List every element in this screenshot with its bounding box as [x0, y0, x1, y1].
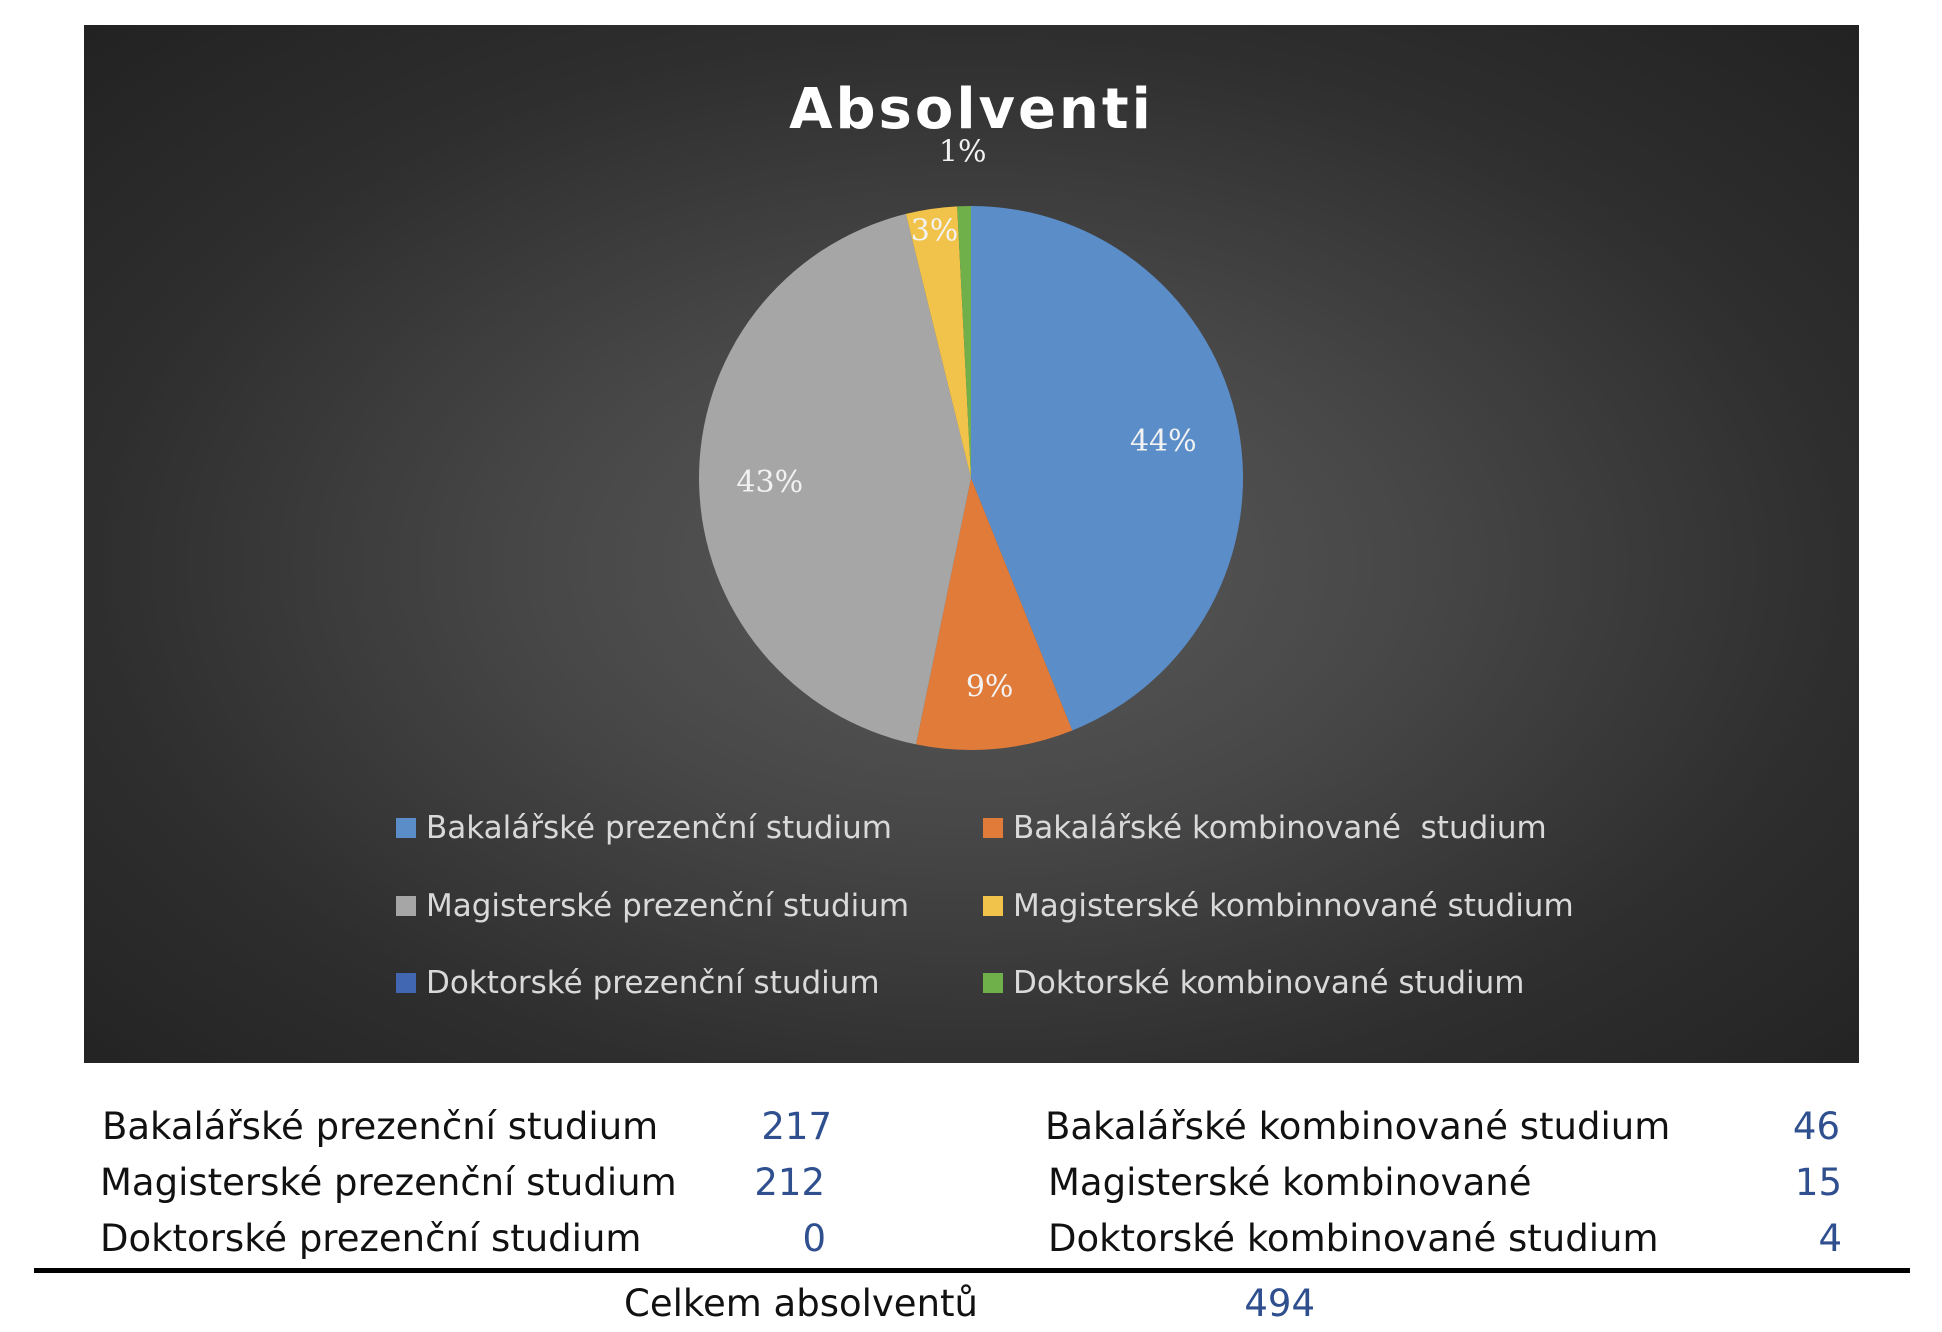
- legend-item-1: Bakalářské prezenční studium: [396, 810, 892, 846]
- slice-label-4: 3%: [911, 213, 959, 248]
- legend-swatch-3: [396, 896, 416, 916]
- slice-label-2: 9%: [966, 670, 1014, 705]
- row-3-right-value: 4: [1818, 1217, 1842, 1260]
- legend-label-5: Doktorské prezenční studium: [426, 965, 880, 1001]
- chart-panel: Absolventi 44% 9% 43% 3% 1% Bakalářské preze…: [84, 25, 1859, 1063]
- total-value: 494: [1244, 1282, 1315, 1325]
- legend-item-5: Doktorské prezenční studium: [396, 965, 880, 1001]
- row-1-right-value: 46: [1792, 1105, 1840, 1148]
- row-3-right-label: Doktorské kombinované studium: [1048, 1217, 1659, 1260]
- row-3-left-value: 0: [802, 1217, 826, 1260]
- slice-label-1: 44%: [1130, 424, 1197, 459]
- legend-swatch-2: [983, 818, 1003, 838]
- legend-swatch-5: [396, 973, 416, 993]
- row-1-left-value: 217: [761, 1105, 832, 1148]
- legend-label-3: Magisterské prezenční studium: [426, 888, 910, 924]
- row-3-left-label: Doktorské prezenční studium: [100, 1217, 642, 1260]
- legend-label-2: Bakalářské kombinované studium: [1013, 810, 1547, 846]
- pie-slice-1: [971, 206, 1243, 731]
- legend-swatch-1: [396, 818, 416, 838]
- total-label: Celkem absolventů: [624, 1282, 978, 1325]
- legend-label-4: Magisterské kombinnované studium: [1013, 888, 1574, 924]
- row-2-right-value: 15: [1794, 1161, 1842, 1204]
- chart-legend: Bakalářské prezenční studium Bakalářské k…: [84, 25, 1859, 1063]
- row-2-left-label: Magisterské prezenční studium: [100, 1161, 677, 1204]
- legend-swatch-6: [983, 973, 1003, 993]
- total-divider: [34, 1268, 1910, 1273]
- legend-item-3: Magisterské prezenční studium: [396, 888, 909, 924]
- pie-slice-4: [905, 206, 971, 479]
- row-1-right-label: Bakalářské kombinované studium: [1045, 1105, 1671, 1148]
- pie-slice-2: [916, 478, 1073, 750]
- chart-title: Absolventi: [789, 77, 1154, 142]
- row-1-left-label: Bakalářské prezenční studium: [102, 1105, 659, 1148]
- legend-label-1: Bakalářské prezenční studium: [426, 810, 892, 846]
- row-2-left-value: 212: [754, 1161, 825, 1204]
- legend-swatch-4: [983, 896, 1003, 916]
- legend-label-6: Doktorské kombinované studium: [1013, 965, 1525, 1001]
- slice-label-3: 43%: [736, 465, 803, 500]
- pie-slice-6: [957, 206, 971, 478]
- legend-item-6: Doktorské kombinované studium: [983, 965, 1525, 1001]
- legend-item-4: Magisterské kombinnované studium: [983, 888, 1574, 924]
- pie-slice-3: [698, 213, 971, 745]
- row-2-right-label: Magisterské kombinované: [1048, 1161, 1532, 1204]
- pie-chart: 44% 9% 43% 3% 1%: [698, 135, 1243, 750]
- legend-item-2: Bakalářské kombinované studium: [983, 810, 1547, 846]
- slice-label-6: 1%: [939, 135, 987, 170]
